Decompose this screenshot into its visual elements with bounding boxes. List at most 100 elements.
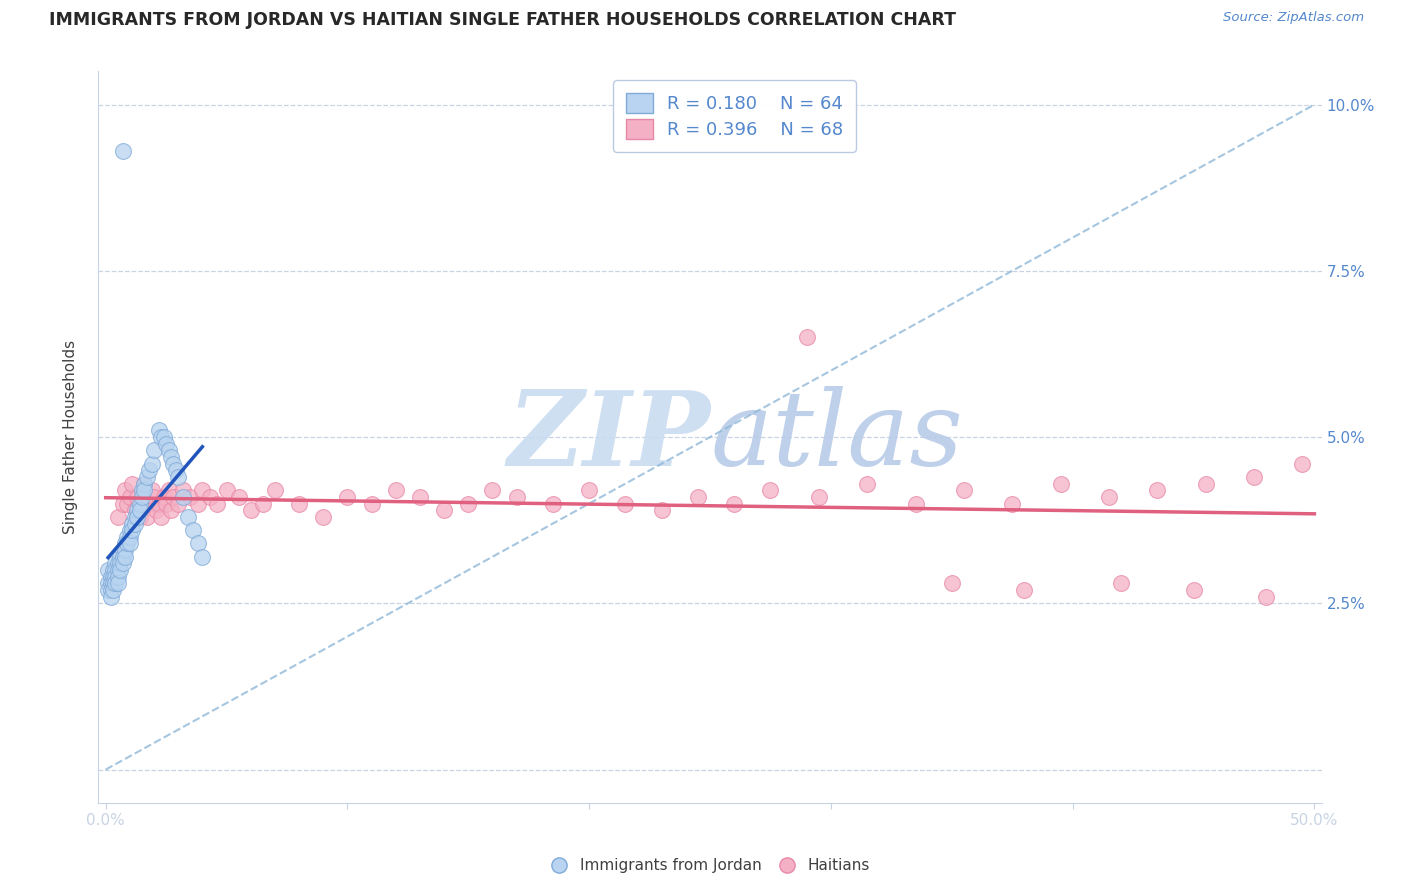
Point: [101, 582, 124, 597]
Text: ZIP: ZIP: [508, 386, 710, 488]
Legend: Immigrants from Jordan, Haitians: Immigrants from Jordan, Haitians: [544, 852, 876, 880]
Point: [155, 436, 177, 450]
Point: [135, 509, 157, 524]
Point: [191, 549, 214, 564]
Point: [97, 576, 120, 591]
Point: [128, 509, 150, 524]
Point: [143, 443, 166, 458]
Point: [141, 483, 163, 498]
Point: [264, 483, 287, 498]
Point: [138, 463, 160, 477]
Point: [108, 563, 131, 577]
Point: [127, 490, 149, 504]
Point: [252, 497, 274, 511]
Point: [148, 424, 170, 438]
Point: [191, 483, 214, 498]
Point: [288, 497, 311, 511]
Point: [111, 543, 134, 558]
Point: [152, 430, 174, 444]
Point: [215, 483, 238, 498]
Point: [117, 536, 139, 550]
Text: IMMIGRANTS FROM JORDAN VS HAITIAN SINGLE FATHER HOUSEHOLDS CORRELATION CHART: IMMIGRANTS FROM JORDAN VS HAITIAN SINGLE…: [49, 11, 956, 29]
Point: [150, 430, 173, 444]
Point: [97, 563, 120, 577]
Point: [150, 509, 173, 524]
Point: [135, 470, 157, 484]
Point: [131, 497, 153, 511]
Point: [111, 557, 134, 571]
Point: [796, 330, 818, 344]
Point: [505, 490, 527, 504]
Point: [118, 523, 141, 537]
Point: [118, 490, 141, 504]
Point: [128, 503, 150, 517]
Point: [124, 509, 146, 524]
Point: [114, 536, 136, 550]
Point: [107, 563, 129, 577]
Point: [107, 557, 129, 571]
Point: [155, 497, 177, 511]
Point: [117, 530, 139, 544]
Point: [141, 457, 163, 471]
Point: [384, 483, 406, 498]
Point: [114, 483, 136, 498]
Point: [127, 509, 149, 524]
Point: [160, 503, 183, 517]
Point: [160, 450, 183, 464]
Point: [1243, 470, 1265, 484]
Point: [124, 503, 146, 517]
Point: [134, 483, 156, 498]
Point: [121, 476, 143, 491]
Point: [111, 549, 134, 564]
Point: [172, 490, 194, 504]
Point: [134, 476, 156, 491]
Point: [124, 516, 146, 531]
Point: [1254, 590, 1277, 604]
Point: [121, 516, 143, 531]
Point: [104, 576, 127, 591]
Point: [101, 563, 124, 577]
Point: [104, 570, 127, 584]
Point: [205, 497, 228, 511]
Point: [941, 576, 963, 591]
Point: [1049, 476, 1071, 491]
Point: [541, 497, 564, 511]
Point: [614, 497, 637, 511]
Text: atlas: atlas: [710, 386, 963, 488]
Point: [686, 490, 709, 504]
Point: [186, 536, 208, 550]
Point: [100, 576, 122, 591]
Point: [433, 503, 456, 517]
Point: [165, 463, 187, 477]
Point: [118, 530, 141, 544]
Point: [114, 549, 136, 564]
Point: [128, 497, 150, 511]
Point: [101, 570, 124, 584]
Point: [228, 490, 250, 504]
Point: [651, 503, 673, 517]
Point: [904, 497, 927, 511]
Point: [759, 483, 782, 498]
Point: [1098, 490, 1121, 504]
Point: [312, 509, 335, 524]
Point: [181, 523, 204, 537]
Point: [157, 483, 180, 498]
Point: [177, 509, 200, 524]
Point: [1182, 582, 1205, 597]
Point: [239, 503, 262, 517]
Point: [481, 483, 503, 498]
Point: [1014, 582, 1036, 597]
Point: [179, 490, 201, 504]
Point: [127, 503, 149, 517]
Point: [578, 483, 600, 498]
Point: [807, 490, 830, 504]
Point: [457, 497, 479, 511]
Point: [1291, 457, 1313, 471]
Point: [172, 483, 194, 498]
Point: [157, 443, 180, 458]
Point: [100, 582, 122, 597]
Point: [108, 549, 131, 564]
Point: [1194, 476, 1216, 491]
Point: [167, 470, 190, 484]
Point: [100, 570, 122, 584]
